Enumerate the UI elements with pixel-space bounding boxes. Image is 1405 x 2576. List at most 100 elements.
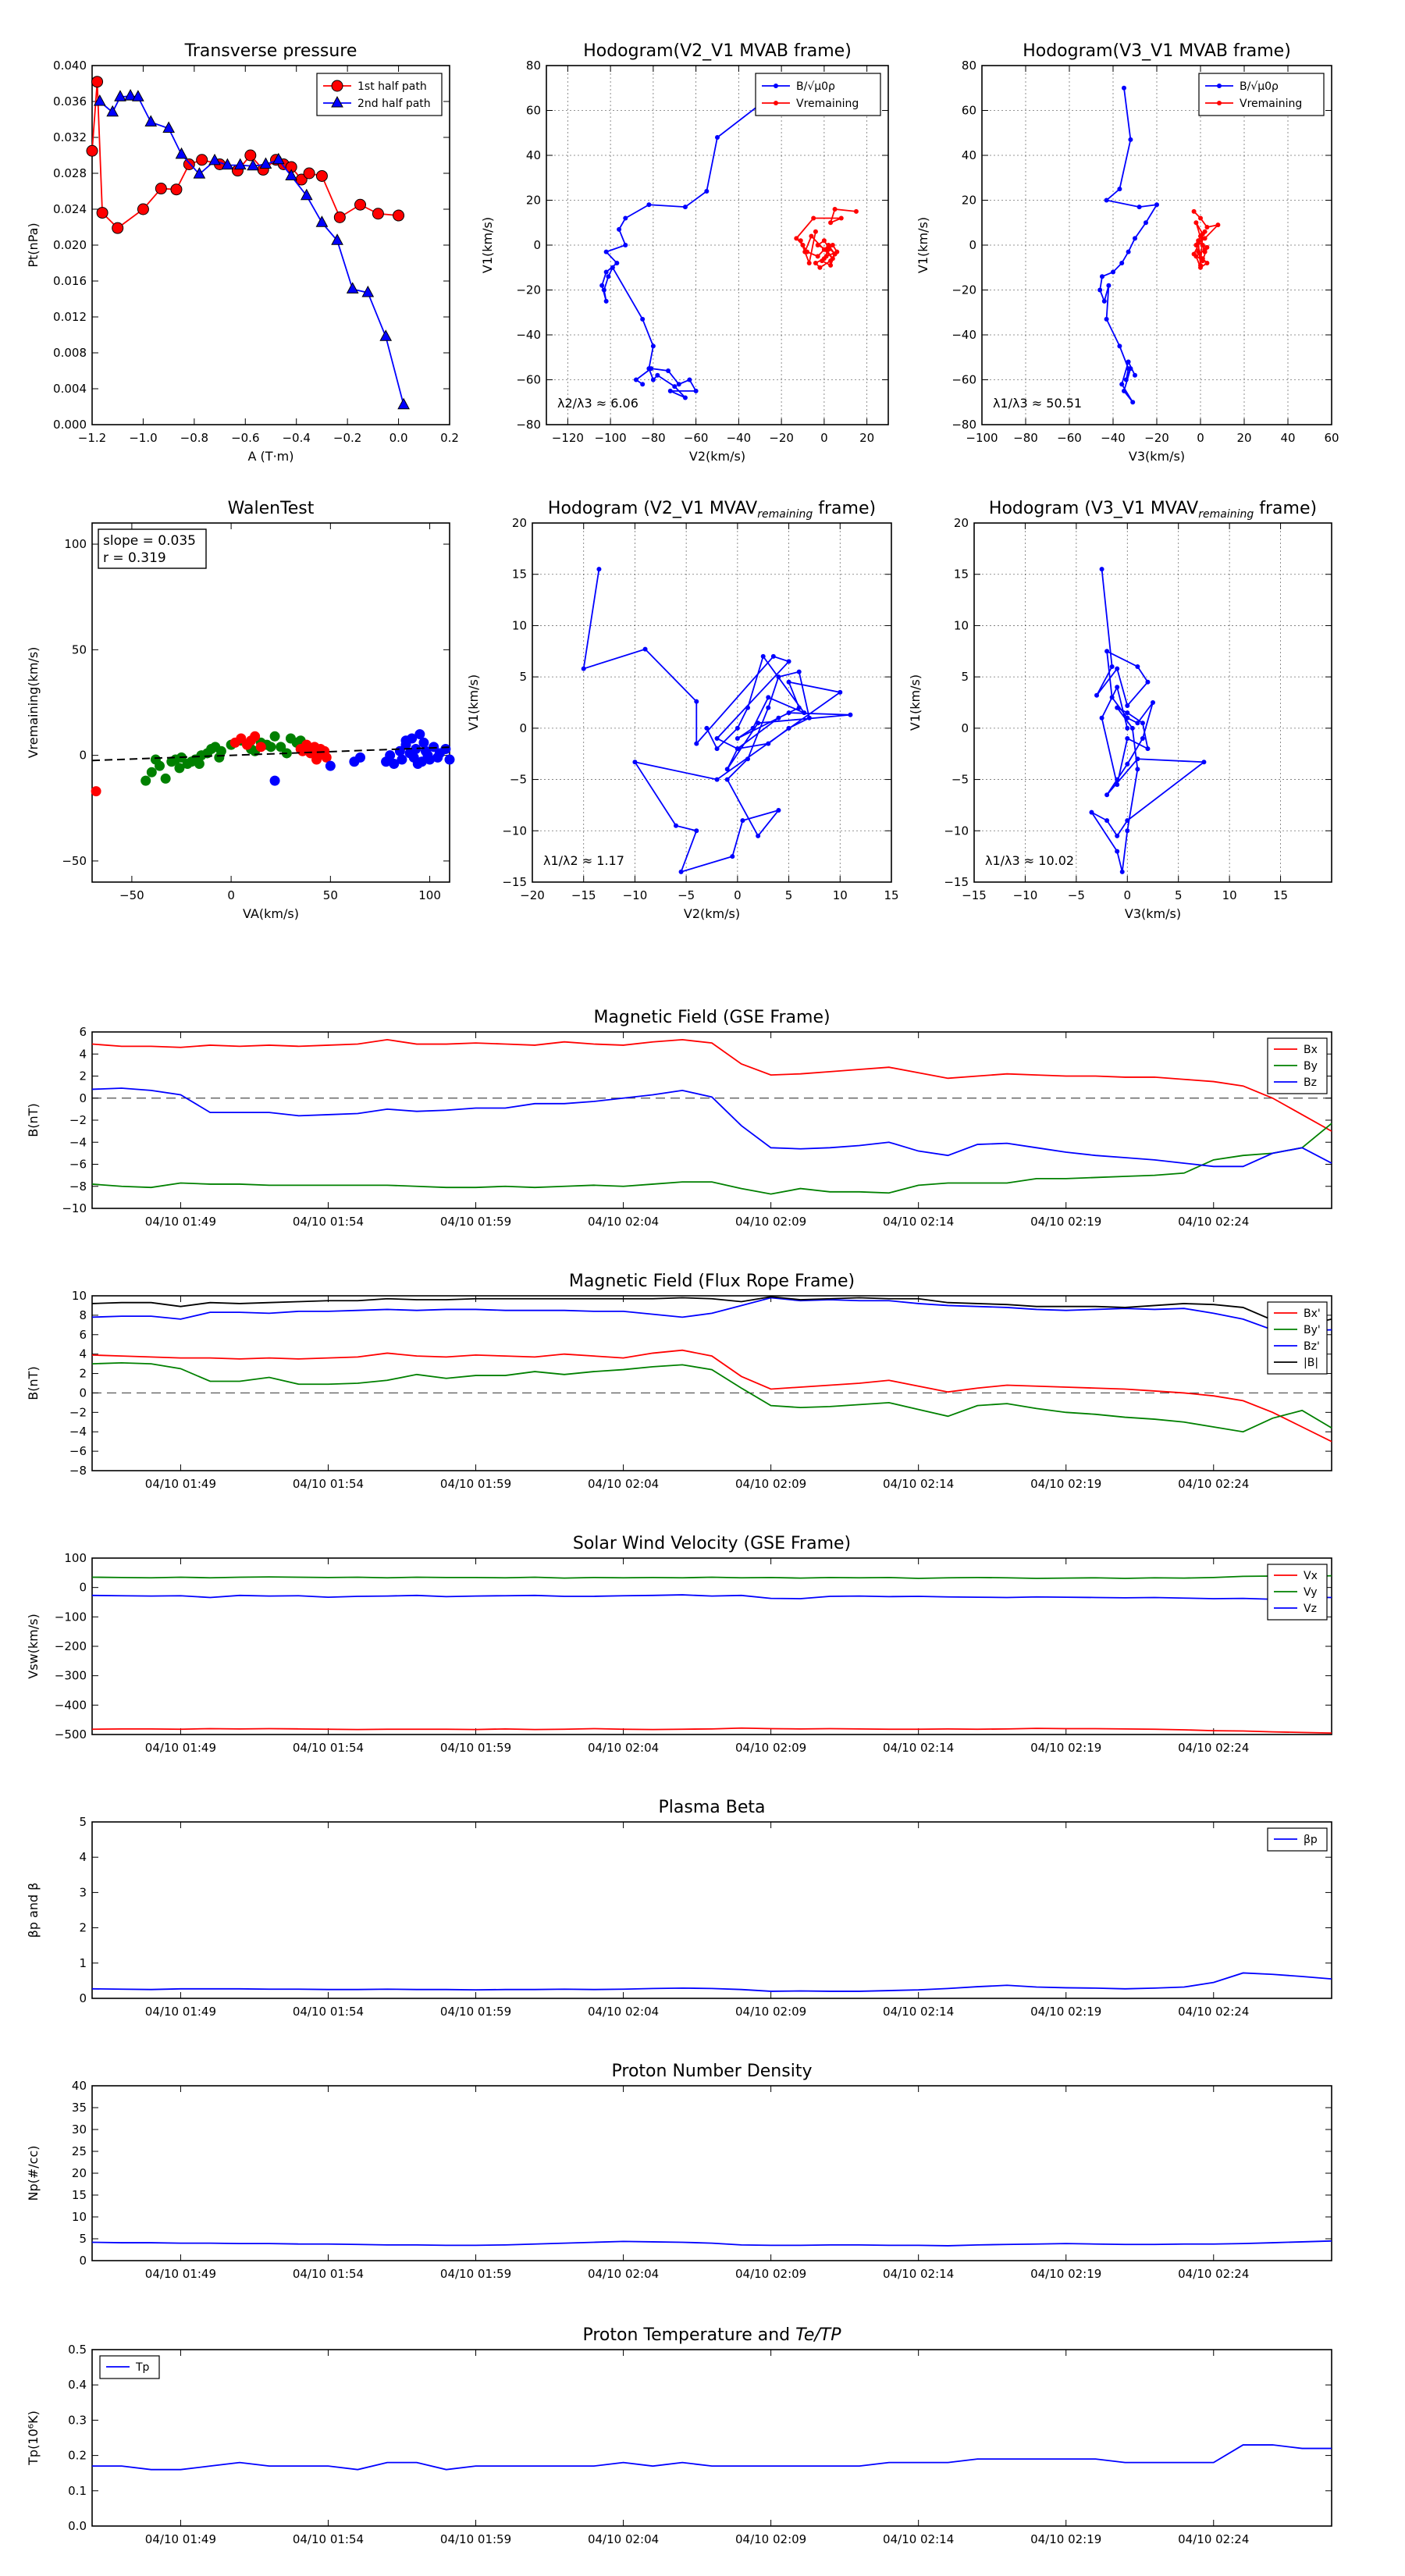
- hodo_v3_mvav-ytick-label: 0: [961, 721, 969, 735]
- hodo_v2_mvab-data-point: [802, 249, 808, 254]
- tp-data-point: [247, 158, 259, 171]
- hodo_v3_mvab-data-point: [1123, 377, 1129, 382]
- hodo_v2_mvab-data-point: [650, 377, 656, 382]
- bfr-frame: [91, 1295, 1332, 1471]
- beta-xtick-label: 04/10 02:24: [1178, 2005, 1249, 2019]
- bgse-xtick-label: 04/10 02:14: [883, 1215, 954, 1229]
- hodo_v3_mvav-data-point: [1115, 849, 1120, 854]
- hodo_v2_mvab-data-point: [655, 372, 660, 378]
- hodo_v2_mvav-title-subscript: remaining: [757, 508, 813, 521]
- hodo_v2_mvav-data-point: [714, 777, 720, 782]
- np-xtick-label: 04/10 02:09: [735, 2267, 806, 2281]
- walen-ytick-label: 50: [72, 642, 87, 656]
- hodo_v2_mvab-data-point: [838, 215, 844, 221]
- hodo_v2_mvab-xtick-label: −20: [769, 431, 794, 445]
- hodo_v3_mvab-data-point: [1117, 187, 1122, 192]
- walen-data-point: [250, 731, 261, 742]
- bgse-xtick-label: 04/10 02:09: [735, 1215, 806, 1229]
- bfr-ytick-label: −2: [69, 1405, 87, 1419]
- hodo_v3_mvab-data-point: [1215, 222, 1221, 228]
- hodo_v2_mvab-legend-box: [755, 73, 881, 116]
- hodo_v3_mvav-data-point: [1104, 818, 1110, 824]
- tpp-ytick-label: 0.5: [68, 2343, 87, 2357]
- hodo_v3_mvab-data-point: [1130, 400, 1136, 405]
- hodo_v2_mvab-data-point: [599, 283, 605, 288]
- walen-data-point: [397, 754, 407, 765]
- hodo_v3_mvav-data-point: [1125, 703, 1130, 708]
- walen-data-point: [236, 733, 247, 744]
- hodo_v2_mvav-ytick-label: −15: [502, 875, 527, 889]
- hodo_v2_mvav-data-point: [694, 741, 699, 746]
- hodo_v3_mvav-data-point: [1125, 761, 1130, 767]
- tpp-axes: 04/10 01:49 04/10 01:54 04/10 01:59 04/10 0…: [26, 2325, 1332, 2546]
- tpp-xtick-label: 04/10 02:24: [1178, 2532, 1249, 2546]
- tp-ylabel: Pt(nPa): [26, 222, 41, 267]
- walen-data-point: [150, 754, 161, 765]
- hodo_v2_mvav-data-point: [770, 653, 776, 659]
- hodo_v2_mvav-xtick-label: −5: [678, 888, 695, 902]
- hodo_v2_mvab-series-line-0: [601, 87, 782, 399]
- hodo_v3_mvab-data-point: [1202, 249, 1208, 254]
- hodo_v3_mvav-ytick-label: 10: [954, 618, 969, 632]
- tp-data-point: [114, 90, 126, 101]
- tp-data-point: [259, 157, 272, 169]
- walen-xtick-label: 100: [418, 888, 441, 902]
- hodo_v2_mvab-ytick-label: −20: [516, 283, 541, 297]
- hodo_v2_mvav-data-point: [724, 777, 730, 782]
- hodo_v3_mvab-data-point: [1111, 269, 1115, 275]
- hodo_v3_mvab-xtick-label: 40: [1280, 431, 1295, 445]
- hodo_v2_mvab-data-point: [603, 249, 609, 254]
- tp-data-point: [303, 167, 315, 180]
- hodo_v2_mvab-xtick-label: −120: [552, 431, 584, 445]
- walen-title-text: WalenTest: [228, 499, 315, 518]
- np-ytick-label: 0: [79, 2254, 87, 2268]
- hodo_v2_mvab-data-point: [813, 229, 818, 234]
- hodo_v3_mvab-data-point: [1204, 225, 1210, 229]
- walen-data-point: [297, 745, 308, 756]
- bgse-xtick-label: 04/10 02:24: [1178, 1215, 1249, 1229]
- walen-data-point: [194, 758, 205, 769]
- hodo_v2_mvab-data-point: [813, 261, 818, 265]
- walen-data-point: [140, 775, 151, 786]
- hodo_v3_mvav-data-point: [1201, 760, 1207, 765]
- tpp-xtick-label: 04/10 01:49: [145, 2532, 216, 2546]
- hodo_v3_mvav-title-subscript: remaining: [1198, 508, 1254, 521]
- hodo_v2_mvav-data-point: [786, 725, 791, 731]
- walen-data-point: [385, 750, 396, 761]
- hodo_v3_mvav-xtick-label: 0: [1124, 888, 1132, 902]
- bfr-legend-label: Bz': [1304, 1340, 1320, 1353]
- hodo_v2_mvab-data-point: [820, 258, 825, 264]
- walen-data-point: [255, 742, 266, 753]
- np-ylabel: Np(#/cc): [26, 2146, 41, 2201]
- walen-data-point: [311, 754, 322, 765]
- np-xtick-label: 04/10 01:59: [440, 2267, 511, 2281]
- hodo_v3_mvab-data-point: [1126, 249, 1131, 254]
- walen-xlabel: VA(km/s): [243, 906, 299, 921]
- hodo_v3_mvab-data-point: [1106, 283, 1112, 288]
- hodo_v2_mvab-data-point: [640, 316, 646, 322]
- hodo_v3_mvab-data-point: [1196, 249, 1201, 254]
- vsw-legend-label: Vz: [1304, 1603, 1317, 1615]
- walen-data-point: [400, 735, 411, 746]
- tpp-title: Proton Temperature and Te/TP: [582, 2325, 841, 2345]
- vsw-legend-label: Vx: [1304, 1570, 1318, 1582]
- beta-xtick-label: 04/10 02:09: [735, 2005, 806, 2019]
- hodo_v2_mvab-data-point: [610, 265, 615, 270]
- hodo_v2_mvav-data-point: [766, 695, 771, 700]
- hodo_v2_mvab-ytick-label: 60: [526, 104, 541, 118]
- hodo_v2_mvav-data-point: [632, 760, 638, 765]
- tp-data-point: [379, 329, 393, 341]
- hodo_v2_mvav-xtick-label: 15: [884, 888, 898, 902]
- hodo_v2_mvav-data-point: [745, 756, 750, 762]
- hodo_v2_mvab-xlabel: V2(km/s): [689, 449, 745, 464]
- beta-frame: [91, 1821, 1332, 1999]
- hodo_v3_mvab-data-point: [1128, 137, 1133, 142]
- hodo_v2_mvab-legend-label: Vremaining: [796, 98, 859, 110]
- bfr-xtick-label: 04/10 01:49: [145, 1477, 216, 1491]
- hodo_v2_mvav-data-point: [581, 666, 586, 671]
- tp-data-point: [124, 89, 137, 101]
- bgse-ytick-label: 6: [79, 1025, 87, 1039]
- hodo_v3_mvav-data-point: [1119, 869, 1125, 874]
- tp-data-point: [272, 152, 285, 165]
- hodo_v3_mvab-data-point: [1191, 251, 1197, 257]
